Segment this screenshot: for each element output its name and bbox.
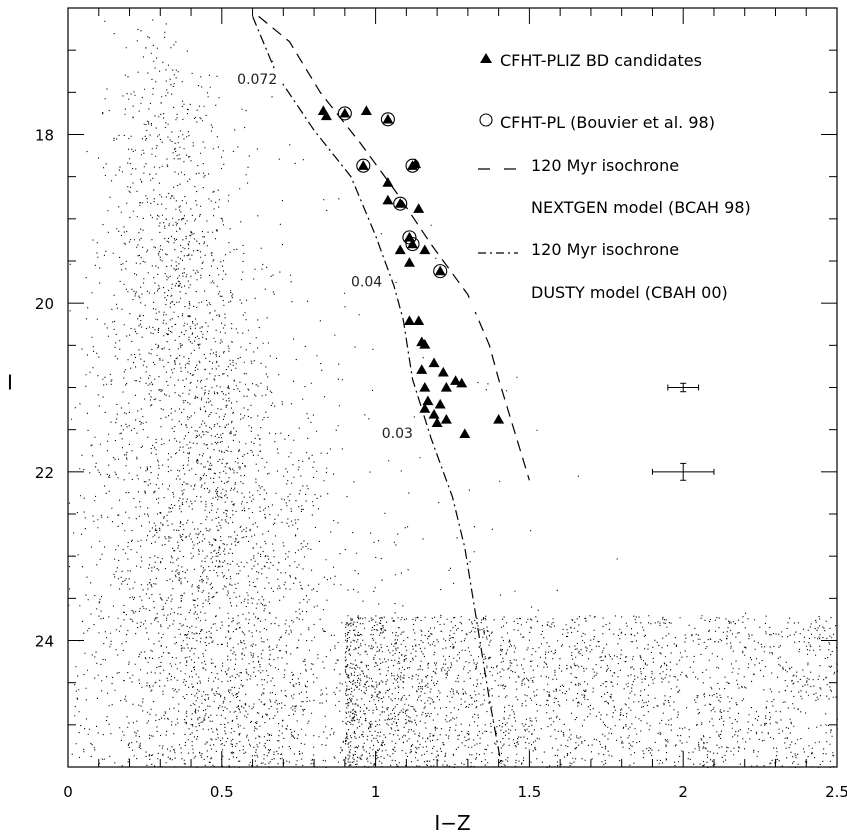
triangle-icon	[480, 53, 492, 63]
legend-item: CFHT-PL (Bouvier et al. 98)	[479, 113, 715, 132]
dusty-isochrone-line	[252, 16, 503, 768]
bd-candidate-point	[493, 414, 505, 424]
x-tick-label: 1	[371, 783, 381, 801]
bd-candidate-point	[437, 366, 449, 377]
bd-candidate-point	[419, 338, 431, 349]
bd-candidate-point	[419, 403, 431, 413]
x-tick-label: 0	[63, 783, 73, 801]
bd-candidate-point	[456, 377, 468, 388]
bouvier-circle-point	[433, 264, 448, 279]
bd-candidate-point	[382, 177, 394, 187]
legend-item: 120 Myr isochrone	[478, 156, 679, 175]
bd-candidate-point	[320, 110, 332, 121]
y-tick-label: 24	[35, 633, 54, 651]
error-bar	[651, 462, 715, 481]
bouvier-circle-point	[380, 112, 395, 127]
bd-candidate-point	[410, 158, 422, 169]
legend-label: CFHT-PL (Bouvier et al. 98)	[500, 113, 715, 132]
mass-label-bg	[377, 425, 418, 444]
nextgen-isochrone-line	[258, 15, 530, 481]
bd-candidate-point	[459, 428, 471, 439]
bd-candidate-point	[431, 417, 443, 428]
bd-candidate-point	[440, 414, 452, 424]
y-tick-label: 18	[35, 127, 54, 145]
bd-candidate-point	[403, 231, 415, 242]
x-tick-label: 0.5	[210, 783, 234, 801]
bd-candidate-point	[413, 315, 425, 326]
bd-candidate-point	[394, 244, 406, 255]
x-axis-title: I−Z	[434, 811, 470, 835]
x-tick-label: 2	[678, 783, 688, 801]
isochrones	[252, 15, 530, 768]
bd-candidate-point	[403, 257, 415, 267]
bd-candidate-point	[403, 315, 415, 326]
legend-label: CFHT-PLIZ BD candidates	[500, 51, 702, 70]
bd-candidate-point	[422, 395, 434, 406]
y-axis: 18 20 22 24	[35, 49, 837, 768]
y-tick-label: 20	[35, 295, 54, 313]
bd-candidate-point	[382, 194, 394, 205]
bouvier-circle-point	[405, 158, 420, 173]
bd-candidate-point	[419, 382, 431, 392]
legend-label: DUSTY model (CBAH 00)	[531, 283, 728, 302]
bd-candidate-point	[419, 244, 431, 255]
bd-candidate-point	[440, 382, 452, 392]
legend-item: DUSTY model (CBAH 00)	[531, 283, 728, 302]
mass-label-bg	[346, 273, 387, 292]
x-axis: 0 0.5 1 1.5 2 2.5	[63, 8, 847, 801]
bouvier-circle-point	[356, 158, 371, 173]
bd-candidate-point	[450, 375, 462, 385]
bd-candidate-point	[382, 113, 394, 124]
bouvier-circle-point	[337, 106, 352, 121]
bd-candidate-point	[428, 408, 440, 419]
error-bars	[651, 382, 715, 481]
legend: CFHT-PLIZ BD candidates CFHT-PL (Bouvier …	[470, 40, 810, 312]
bd-candidate-point	[357, 160, 369, 170]
y-axis-title: I	[7, 371, 13, 395]
bd-candidate-point	[394, 198, 406, 208]
x-tick-label: 2.5	[825, 783, 847, 801]
bd-candidate-point	[428, 357, 440, 368]
error-bar	[667, 382, 700, 393]
candidate-points	[317, 105, 505, 439]
legend-background	[470, 40, 810, 312]
mass-label: 0.072	[237, 72, 277, 88]
y-tick-label: 22	[35, 464, 54, 482]
mass-label-bg	[233, 70, 282, 89]
bd-candidate-point	[413, 203, 425, 213]
mass-label: 0.04	[351, 274, 382, 290]
x-tick-label: 1.5	[517, 783, 541, 801]
bd-candidate-point	[360, 105, 372, 116]
bd-candidate-point	[434, 398, 446, 409]
circle-icon	[479, 113, 493, 127]
mass-label: 0.03	[382, 426, 413, 442]
bouvier-circle-point	[402, 230, 417, 245]
legend-label: 120 Myr isochrone	[531, 240, 679, 259]
legend-item: NEXTGEN model (BCAH 98)	[531, 198, 751, 217]
mass-labels: 0.072 0.04 0.03	[233, 70, 418, 444]
bd-candidate-point	[339, 107, 351, 118]
legend-item: 120 Myr isochrone	[478, 240, 679, 259]
bd-candidate-point	[434, 265, 446, 276]
legend-label: NEXTGEN model (BCAH 98)	[531, 198, 751, 217]
legend-item: CFHT-PLIZ BD candidates	[480, 51, 702, 70]
bouvier-circle-point	[405, 237, 420, 252]
legend-label: 120 Myr isochrone	[531, 156, 679, 175]
bouvier-circle-point	[393, 196, 408, 211]
bd-candidate-point	[416, 364, 428, 374]
